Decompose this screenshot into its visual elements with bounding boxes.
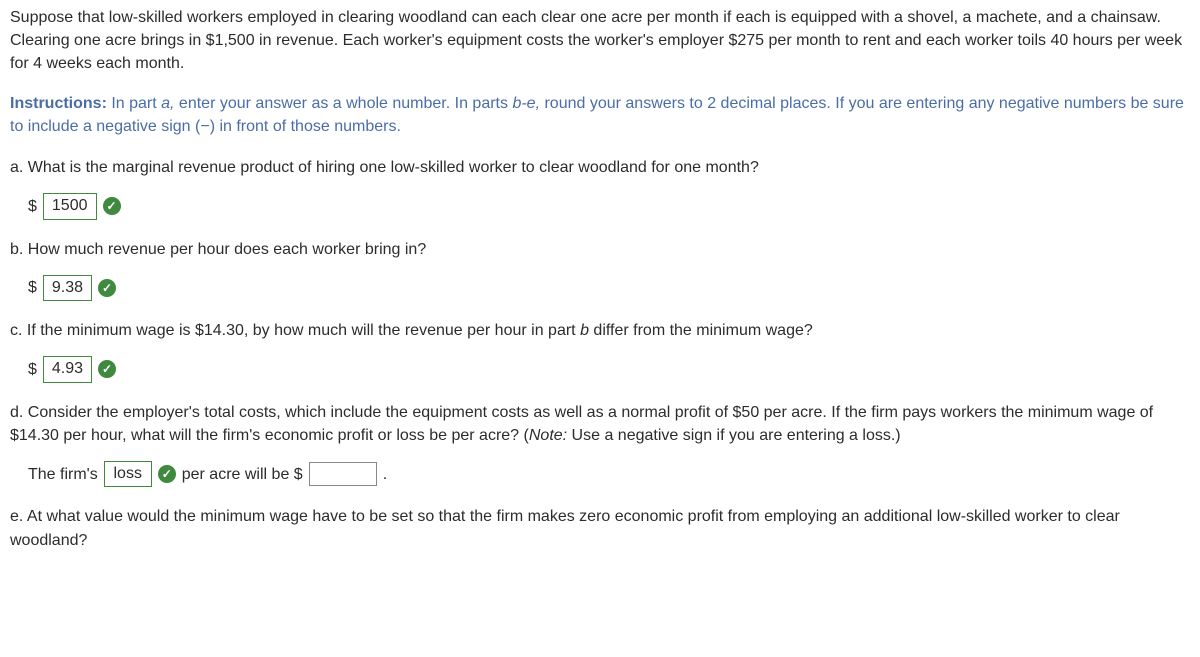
- question-c-b: b: [580, 322, 589, 339]
- question-a: a. What is the marginal revenue product …: [10, 156, 1190, 220]
- instructions-label: Instructions:: [10, 95, 107, 112]
- question-b: b. How much revenue per hour does each w…: [10, 238, 1190, 302]
- check-icon: [158, 465, 176, 483]
- question-c-after: differ from the minimum wage?: [589, 322, 813, 339]
- answer-row-a: $ 1500: [28, 193, 121, 219]
- answer-input-d-amount[interactable]: [309, 462, 377, 486]
- instructions-text-2: enter your answer as a whole number. In …: [174, 95, 512, 112]
- question-d-after: Use a negative sign if you are entering …: [567, 427, 901, 444]
- question-c-before: c. If the minimum wage is $14.30, by how…: [10, 322, 580, 339]
- answer-select-d[interactable]: loss: [104, 461, 152, 487]
- question-d-note: Note:: [529, 427, 567, 444]
- question-c-text: c. If the minimum wage is $14.30, by how…: [10, 319, 1190, 342]
- question-c: c. If the minimum wage is $14.30, by how…: [10, 319, 1190, 383]
- question-e-text: e. At what value would the minimum wage …: [10, 505, 1190, 551]
- answer-input-c[interactable]: 4.93: [43, 356, 92, 382]
- dollar-sign-b: $: [28, 276, 37, 299]
- check-icon: [98, 279, 116, 297]
- answer-row-c: $ 4.93: [28, 356, 116, 382]
- answer-row-b: $ 9.38: [28, 275, 116, 301]
- firm-label: The firm's: [28, 463, 98, 486]
- instructions-paragraph: Instructions: In part a, enter your answ…: [10, 92, 1190, 138]
- question-a-text: a. What is the marginal revenue product …: [10, 156, 1190, 179]
- instructions-text-1: In part: [107, 95, 161, 112]
- question-d-text: d. Consider the employer's total costs, …: [10, 401, 1190, 447]
- instructions-be: b-e,: [512, 95, 540, 112]
- dollar-sign-c: $: [28, 358, 37, 381]
- question-e: e. At what value would the minimum wage …: [10, 505, 1190, 551]
- answer-row-d: The firm's loss per acre will be $ .: [28, 461, 387, 487]
- question-d: d. Consider the employer's total costs, …: [10, 401, 1190, 488]
- answer-input-a[interactable]: 1500: [43, 193, 97, 219]
- period: .: [383, 463, 387, 486]
- per-acre-label: per acre will be $: [182, 463, 303, 486]
- question-b-text: b. How much revenue per hour does each w…: [10, 238, 1190, 261]
- intro-paragraph: Suppose that low-skilled workers employe…: [10, 6, 1190, 76]
- instructions-a: a,: [161, 95, 174, 112]
- check-icon: [98, 360, 116, 378]
- dollar-sign-a: $: [28, 195, 37, 218]
- answer-input-b[interactable]: 9.38: [43, 275, 92, 301]
- check-icon: [103, 197, 121, 215]
